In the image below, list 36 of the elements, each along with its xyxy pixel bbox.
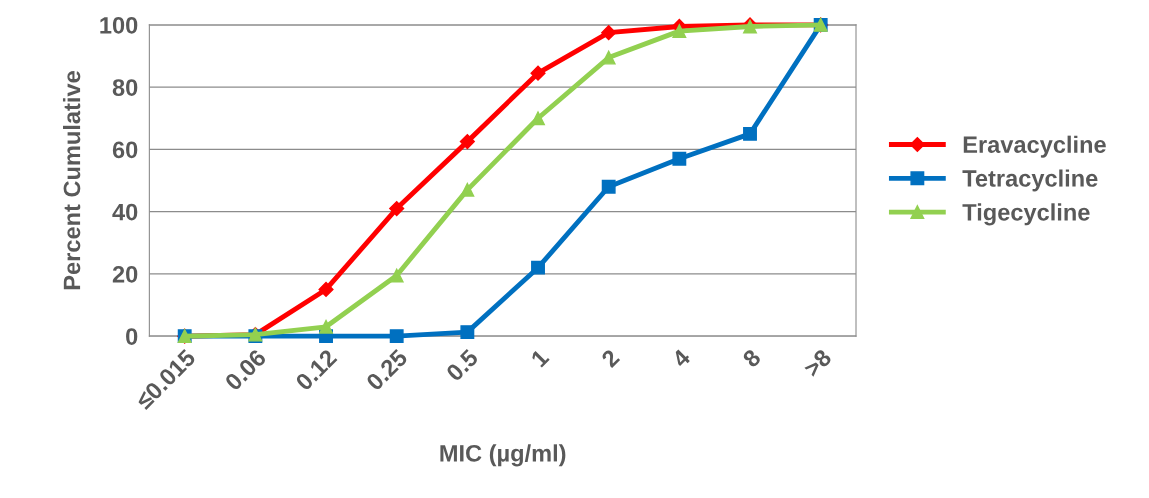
x-tick-label: 0.06 bbox=[223, 348, 268, 392]
point bbox=[601, 25, 617, 41]
x-tick-label: 8 bbox=[741, 348, 762, 369]
y-tick-label: 40 bbox=[112, 203, 138, 221]
point bbox=[460, 325, 475, 340]
point bbox=[601, 179, 616, 194]
point bbox=[672, 24, 687, 39]
x-tick-label: 0.12 bbox=[294, 348, 338, 392]
legend-label: Eravacycline bbox=[963, 135, 1106, 158]
y-tick-label: 0 bbox=[126, 328, 138, 345]
y-tick-label: 80 bbox=[112, 79, 138, 96]
x-tick-label: 0.5 bbox=[445, 348, 480, 383]
y-tick-label: 20 bbox=[112, 265, 138, 283]
point bbox=[672, 151, 687, 166]
point bbox=[531, 111, 545, 126]
x-tick-label: 4 bbox=[670, 347, 692, 369]
y-tick-label: 100 bbox=[100, 16, 138, 34]
point bbox=[318, 281, 334, 298]
point bbox=[460, 182, 475, 197]
point bbox=[531, 260, 545, 275]
point bbox=[389, 268, 404, 283]
point bbox=[389, 200, 405, 217]
x-tick-label: 1 bbox=[530, 348, 550, 368]
y-axis-title: Percent Cumulative bbox=[62, 71, 81, 290]
point bbox=[743, 126, 757, 141]
point bbox=[459, 134, 475, 150]
legend-label: Tigecycline bbox=[962, 203, 1090, 226]
legend-label: Tetracycline bbox=[962, 169, 1098, 192]
point bbox=[319, 319, 333, 334]
y-tick-label: 60 bbox=[112, 141, 138, 159]
x-axis-title: MIC (µg/ml) bbox=[440, 444, 566, 467]
x-tick-label: 2 bbox=[600, 348, 621, 369]
x-tick-label: 0.25 bbox=[365, 348, 409, 392]
point bbox=[530, 65, 546, 81]
x-tick-label: >8 bbox=[802, 348, 833, 378]
point bbox=[389, 329, 404, 344]
